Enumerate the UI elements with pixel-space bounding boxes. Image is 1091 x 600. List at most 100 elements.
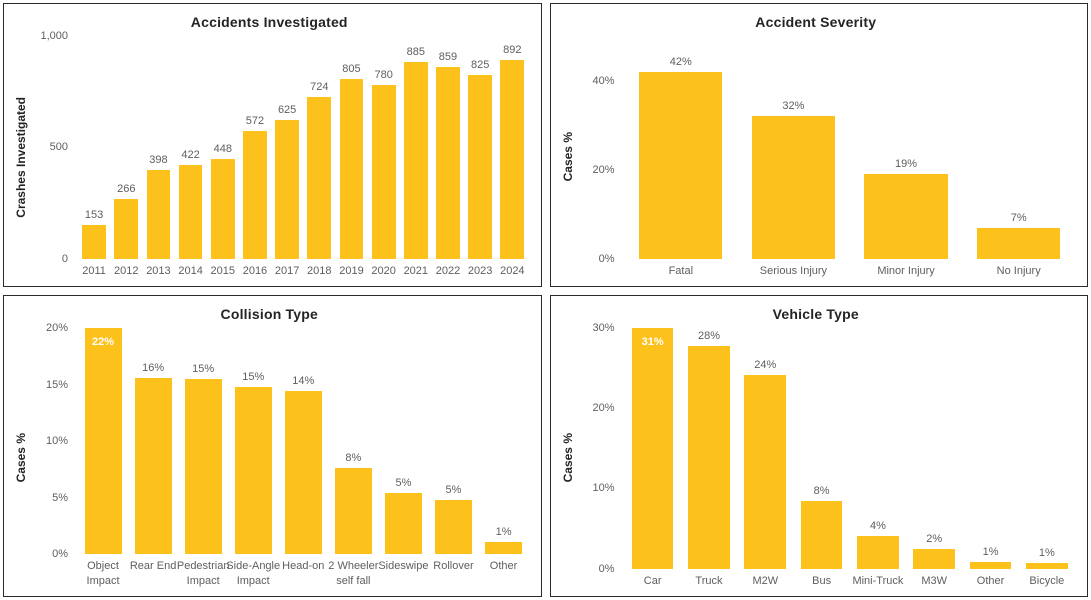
bar-value-label: 19%	[895, 158, 918, 171]
x-tick-label: 2018	[307, 264, 332, 277]
y-axis-ticks: 0% 5% 10% 15% 20%	[32, 322, 78, 560]
x-tick-label: 2024	[500, 264, 525, 277]
y-tick-label: 10%	[45, 435, 68, 448]
x-tick-label: 2016	[242, 264, 268, 277]
bar-slot: 1%	[479, 328, 529, 555]
bar-slot: 16%	[128, 328, 178, 555]
x-axis-labels: Fatal Serious Injury Minor Injury No Injury	[625, 259, 1076, 278]
bar-2011[interactable]	[82, 224, 106, 259]
bar-2015[interactable]	[210, 158, 235, 259]
bar-2017[interactable]	[275, 119, 299, 259]
bar-bus[interactable]	[800, 500, 843, 569]
bar-object-impact[interactable]	[84, 328, 122, 555]
bar-slot: 153	[78, 36, 110, 259]
bar-value-label: 266	[117, 183, 136, 196]
x-tick-label: Other	[489, 560, 518, 573]
x-tick-label: Side-Angle Impact	[226, 560, 281, 587]
bar-2013[interactable]	[146, 170, 171, 259]
bar-slot: 422	[175, 36, 207, 259]
bar-value-label: 8%	[813, 484, 830, 497]
bar-serious-injury[interactable]	[751, 116, 836, 259]
bar-value-label: 28%	[697, 329, 720, 342]
chart-title: Accidents Investigated	[190, 14, 348, 30]
bar-2014[interactable]	[178, 164, 203, 259]
bar-value-label: 625	[277, 103, 297, 116]
bar-slot: 5%	[378, 328, 428, 555]
bar-2016[interactable]	[243, 131, 267, 259]
bar-m3w[interactable]	[913, 549, 956, 569]
bar-slot: 42%	[625, 36, 738, 259]
plot-area: 42% 32% 19% 7%	[625, 36, 1076, 259]
bar-truck[interactable]	[688, 345, 730, 569]
bar-2022[interactable]	[436, 67, 460, 259]
bar-slot: 14%	[278, 328, 328, 555]
bar-2019[interactable]	[339, 79, 364, 259]
y-axis-title: Cases %	[557, 36, 579, 278]
bar-other[interactable]	[485, 541, 523, 555]
plot-area: 22% 16% 15% 15% 14% 8% 5% 5% 1%	[78, 328, 529, 555]
x-tick-label: M2W	[752, 574, 779, 587]
y-tick-label: 0	[61, 252, 68, 265]
bar-value-label: 572	[245, 115, 265, 128]
y-tick-label: 20%	[592, 402, 615, 415]
bar-value-label: 1%	[982, 546, 999, 559]
x-tick-label: 2021	[403, 264, 429, 277]
bar-value-label: 448	[213, 142, 232, 155]
chart-panel-collision-type[interactable]: Collision Type Cases % 0% 5% 10% 15% 20% 22%…	[3, 295, 542, 597]
chart-panel-vehicle-type[interactable]: Vehicle Type Cases % 0% 10% 20% 30% 31% 28% 2…	[549, 295, 1088, 597]
y-axis-title: Cases %	[10, 328, 32, 588]
bar-slot: 266	[110, 36, 142, 259]
bar-sideswipe[interactable]	[384, 493, 422, 555]
bar-2024[interactable]	[500, 60, 525, 259]
bar-rear-end[interactable]	[134, 377, 172, 555]
y-tick-label: 30%	[592, 322, 615, 334]
bar-2012[interactable]	[114, 199, 139, 259]
x-tick-label: M3W	[921, 574, 948, 587]
bar-minor-injury[interactable]	[864, 174, 948, 259]
bar-value-label: 15%	[242, 370, 265, 383]
x-tick-label: 2020	[371, 264, 396, 277]
bar-slot: 398	[142, 36, 174, 259]
bar-value-label: 31%	[641, 336, 664, 348]
bar-value-label: 5%	[445, 484, 462, 497]
bar-2-wheeler-self-fall[interactable]	[334, 468, 372, 555]
x-tick-label: Object Impact	[86, 560, 120, 587]
chart-body: Cases % 0% 10% 20% 30% 31% 28% 24% 8% 4% 2% 1% 1% …	[557, 322, 1076, 588]
x-tick-label: 2022	[435, 264, 461, 277]
bar-no-injury[interactable]	[977, 227, 1061, 259]
bar-slot: 2%	[906, 328, 962, 569]
x-axis-labels: Car Truck M2W Bus Mini-Truck M3W Other Bicycle	[625, 569, 1076, 588]
bar-head-on[interactable]	[284, 391, 322, 555]
x-tick-label: 2015	[210, 264, 236, 277]
bar-slot: 780	[368, 36, 400, 259]
bar-value-label: 422	[181, 148, 200, 161]
bar-2023[interactable]	[468, 74, 493, 259]
bar-2018[interactable]	[307, 97, 332, 259]
bar-car[interactable]	[631, 328, 674, 569]
bar-2020[interactable]	[371, 85, 396, 259]
chart-panel-accidents-investigated[interactable]: Accidents Investigated Crashes Investiga…	[3, 3, 542, 287]
bar-bicycle[interactable]	[1026, 563, 1068, 569]
bar-value-label: 885	[406, 45, 425, 58]
bar-rollover[interactable]	[434, 500, 472, 555]
bar-fatal[interactable]	[639, 71, 723, 259]
y-tick-label: 500	[49, 141, 68, 154]
chart-title: Accident Severity	[755, 14, 877, 30]
y-tick-label: 20%	[592, 163, 615, 176]
y-axis-ticks: 0% 10% 20% 30%	[579, 322, 625, 575]
bar-mini-truck[interactable]	[857, 535, 899, 569]
bar-slot: 28%	[681, 328, 737, 569]
x-tick-label: 2014	[178, 264, 203, 277]
bar-value-label: 5%	[395, 477, 412, 490]
bar-pedestrian-impact[interactable]	[184, 378, 222, 555]
y-tick-label: 0%	[598, 252, 615, 265]
y-axis-ticks: 0 500 1,000	[32, 30, 78, 265]
y-axis-ticks: 0% 20% 40%	[579, 36, 625, 265]
bar-m2w[interactable]	[744, 375, 787, 569]
bar-side-angle-impact[interactable]	[234, 386, 272, 555]
bar-2021[interactable]	[403, 61, 428, 259]
bar-slot: 31%	[625, 328, 681, 569]
x-tick-label: Truck	[695, 574, 723, 587]
chart-panel-accident-severity[interactable]: Accident Severity Cases % 0% 20% 40% 42% 32…	[549, 3, 1088, 287]
bar-other[interactable]	[969, 562, 1012, 569]
